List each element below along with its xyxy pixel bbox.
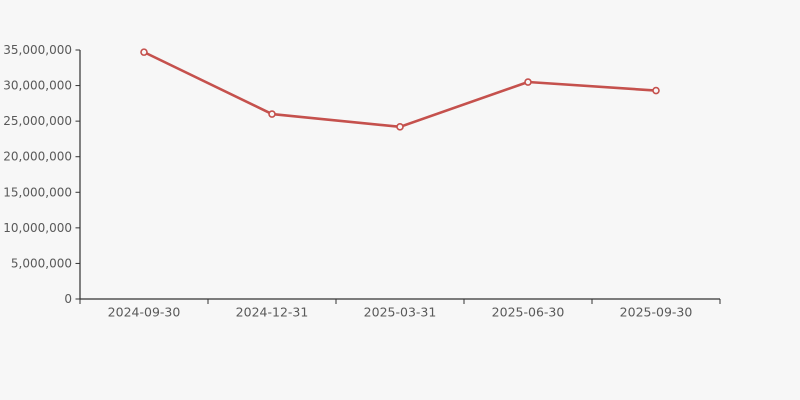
y-axis-label: 0 — [64, 292, 72, 306]
series-line — [142, 50, 658, 129]
x-axis-label: 2024-09-30 — [108, 305, 181, 320]
data-point[interactable] — [652, 86, 660, 95]
x-axis-label: 2025-09-30 — [620, 305, 693, 320]
data-point[interactable] — [524, 78, 532, 86]
y-axis-label: 30,000,000 — [3, 79, 72, 93]
y-axis-label: 15,000,000 — [3, 185, 72, 199]
y-axis-label: 25,000,000 — [3, 114, 72, 128]
y-axis-label: 20,000,000 — [3, 150, 72, 164]
y-axis-label: 35,000,000 — [3, 43, 72, 57]
x-axis-label: 2025-06-30 — [492, 305, 565, 320]
x-axis-label: 2025-03-31 — [364, 305, 437, 320]
data-point[interactable] — [396, 123, 404, 131]
y-axis-label: 10,000,000 — [3, 221, 72, 235]
y-axis-label: 5,000,000 — [11, 256, 72, 270]
x-axis-label: 2024-12-31 — [236, 305, 309, 320]
data-point[interactable] — [268, 110, 276, 118]
data-point[interactable] — [140, 48, 148, 56]
